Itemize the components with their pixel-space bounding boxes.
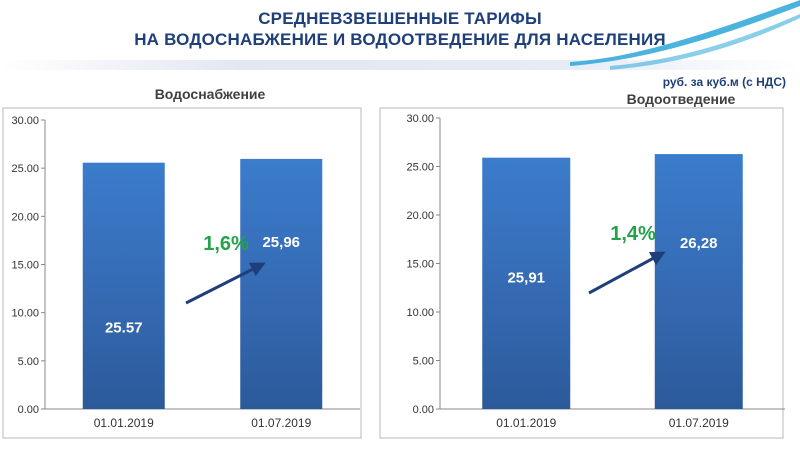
- page-title: СРЕДНЕВЗВЕШЕННЫЕ ТАРИФЫ НА ВОДОСНАБЖЕНИЕ…: [0, 8, 800, 50]
- chart-title: Водоотведение: [627, 91, 736, 107]
- title-line-2: НА ВОДОСНАБЖЕНИЕ И ВОДООТВЕДЕНИЕ ДЛЯ НАС…: [134, 30, 666, 49]
- bar: [654, 154, 743, 409]
- unit-note: руб. за куб.м (с НДС): [662, 75, 786, 89]
- y-tick-label: 0.00: [18, 404, 39, 416]
- y-tick-label: 0.00: [413, 404, 434, 416]
- growth-arrow: [185, 262, 266, 305]
- decorative-wave-graphic: [570, 0, 800, 70]
- chart-frame: [379, 107, 784, 439]
- growth-arrow: [588, 251, 666, 295]
- chart-frame: [2, 107, 362, 439]
- chart-title: Водоснабжение: [155, 86, 266, 102]
- bar: [240, 158, 323, 409]
- x-tick-label: 01.01.2019: [94, 416, 154, 430]
- y-tick-label: 15.00: [11, 260, 39, 272]
- y-tick-label: 15.00: [406, 259, 434, 271]
- y-tick-label: 30.00: [11, 115, 39, 127]
- bar-value-label: 25,91: [507, 270, 545, 287]
- y-tick-label: 10.00: [11, 308, 39, 320]
- x-tick-label: 01.07.2019: [251, 416, 311, 430]
- y-tick-label: 20.00: [11, 211, 39, 223]
- y-tick-label: 30.00: [406, 113, 434, 125]
- y-tick-label: 20.00: [406, 210, 434, 222]
- bar-value-label: 26,28: [680, 235, 718, 252]
- y-tick-label: 5.00: [413, 356, 434, 368]
- bar: [482, 157, 571, 409]
- x-tick-label: 01.07.2019: [669, 416, 729, 430]
- y-tick-label: 10.00: [406, 307, 434, 319]
- growth-percent-label: 1,6%: [203, 233, 249, 255]
- bar-value-label: 25,96: [262, 234, 300, 251]
- y-tick-label: 25.00: [406, 162, 434, 174]
- title-underline-band: [0, 60, 800, 70]
- bar-value-label: 25.57: [105, 320, 143, 337]
- growth-percent-label: 1,4%: [610, 223, 656, 245]
- title-line-1: СРЕДНЕВЗВЕШЕННЫЕ ТАРИФЫ: [258, 9, 542, 28]
- x-tick-label: 01.01.2019: [496, 416, 556, 430]
- y-tick-label: 25.00: [11, 163, 39, 175]
- bar: [82, 162, 165, 409]
- y-tick-label: 5.00: [18, 356, 39, 368]
